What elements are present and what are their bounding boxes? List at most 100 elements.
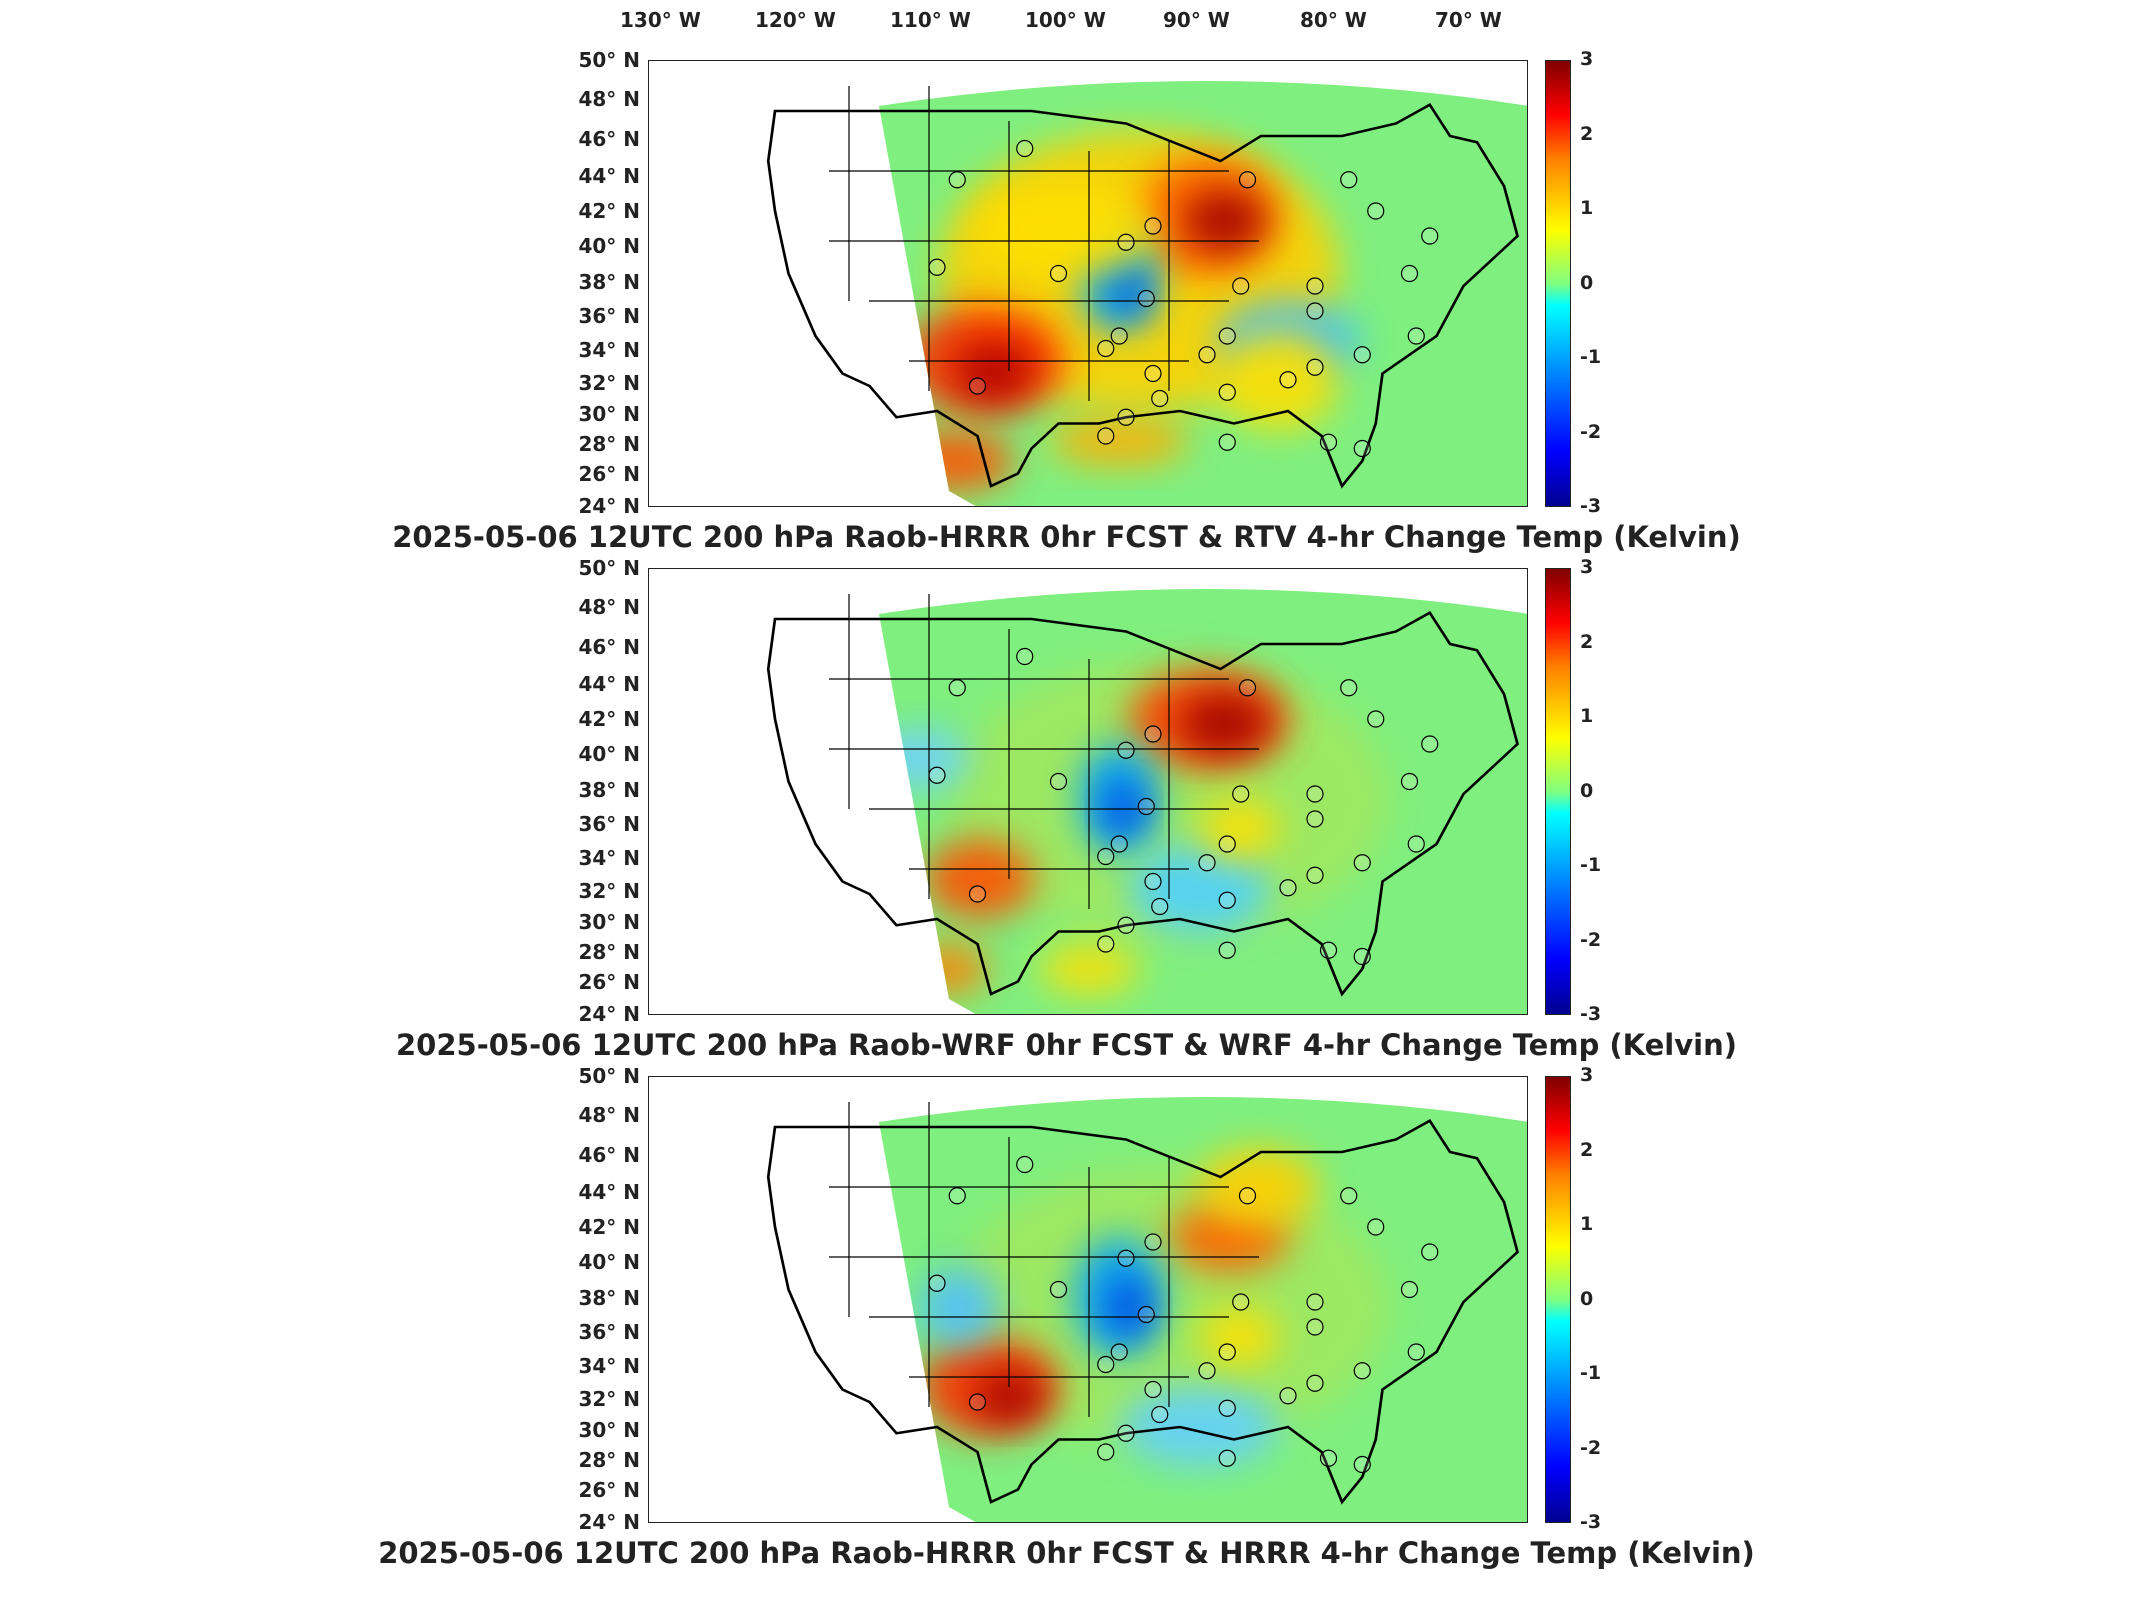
lat-label: 40° N [578, 742, 640, 766]
raob-station-marker [1151, 1405, 1169, 1424]
field-blob [879, 729, 969, 789]
colorbar-tick: 1 [1580, 197, 1594, 219]
raob-station-marker [1110, 327, 1128, 345]
raob-station-marker [1238, 171, 1257, 189]
colorbar-tick: -2 [1580, 1436, 1602, 1459]
raob-station-marker [1238, 679, 1257, 697]
raob-station-marker [1144, 1233, 1162, 1251]
raob-station-marker [1353, 439, 1371, 458]
raob-station-marker [1151, 897, 1169, 916]
raob-station-marker [1232, 785, 1250, 803]
field-blob [1199, 1307, 1279, 1367]
lat-label: 40° N [578, 234, 640, 258]
raob-station-marker [1198, 1362, 1216, 1380]
lat-label: 38° N [578, 1286, 640, 1310]
raob-station-marker [948, 171, 966, 189]
raob-station-marker [1306, 1318, 1324, 1336]
raob-station-marker [1117, 1249, 1135, 1267]
raob-station-marker [1049, 772, 1068, 791]
raob-station-marker [1137, 289, 1155, 308]
raob-station-marker [1353, 1362, 1371, 1380]
lat-label: 34° N [578, 338, 640, 362]
raob-station-marker [1367, 710, 1385, 728]
lat-label: 36° N [578, 304, 640, 328]
raob-station-marker [1218, 891, 1236, 909]
colorbar-tick: 0 [1580, 271, 1594, 294]
raob-station-marker [1144, 725, 1162, 743]
field-blob [1049, 416, 1189, 466]
colorbar-tick: -3 [1580, 495, 1602, 517]
colorbar-tick: -1 [1580, 854, 1602, 876]
raob-station-marker [1097, 427, 1115, 445]
us-outline [766, 1119, 1519, 1505]
field-blob [894, 431, 1014, 491]
lat-label: 24° N [578, 1002, 640, 1026]
raob-station-marker [1218, 835, 1236, 853]
lat-label: 48° N [578, 1103, 640, 1127]
raob-station-marker [1306, 1293, 1324, 1311]
raob-station-marker [928, 766, 946, 784]
colorbar-tick: 2 [1580, 1138, 1594, 1161]
lat-label: 38° N [578, 778, 640, 802]
raob-station-marker [1218, 327, 1236, 345]
lat-label: 44° N [578, 672, 640, 696]
raob-station-marker [968, 1393, 987, 1411]
map-panel-1: 50° N 48° N 46° N 44° N 42° N 40° N 38° N 36° N… [0, 48, 2133, 560]
colorbar-tick: -3 [1580, 1003, 1602, 1025]
raob-station-marker [1144, 1380, 1162, 1399]
raob-station-marker [1306, 302, 1324, 320]
raob-station-marker [1110, 835, 1128, 853]
raob-station-marker [1340, 679, 1358, 697]
raob-station-marker [1340, 171, 1358, 189]
raob-station-marker [1353, 1455, 1371, 1474]
field-blob [909, 944, 989, 994]
raob-station-marker [1407, 1343, 1425, 1361]
raob-station-marker [1353, 854, 1371, 872]
lat-label: 30° N [578, 1418, 640, 1442]
raob-station-marker [1198, 854, 1216, 872]
lat-label: 40° N [578, 1250, 640, 1274]
temperature-map [648, 60, 1528, 507]
lat-label: 28° N [578, 432, 640, 456]
lat-label: 50° N [578, 1064, 640, 1088]
raob-station-marker [928, 1274, 946, 1292]
field-blob [1184, 191, 1264, 251]
panel-title: 2025-05-06 12UTC 200 hPa Raob-HRRR 0hr F… [378, 1536, 1755, 1570]
lon-label: 110° W [890, 8, 971, 32]
map-panel-2: 50° N 48° N 46° N 44° N 42° N 40° N 38° N 36° N… [0, 556, 2133, 1068]
colorbar-tick: -2 [1580, 420, 1602, 443]
raob-station-marker [948, 679, 966, 697]
raob-station-marker [1117, 233, 1135, 251]
field-blob [1199, 1147, 1319, 1227]
raob-station-marker [1218, 1449, 1236, 1467]
raob-station-marker [1279, 371, 1297, 389]
raob-station-marker [1400, 264, 1419, 283]
lon-label: 90° W [1163, 8, 1230, 32]
colorbar-tick: 3 [1580, 48, 1594, 70]
raob-station-marker [1218, 1343, 1236, 1361]
raob-station-marker [1097, 339, 1115, 358]
field-blob [954, 341, 1034, 401]
lat-label: 24° N [578, 1510, 640, 1534]
raob-station-marker [1117, 741, 1135, 759]
lon-label: 70° W [1435, 8, 1502, 32]
raob-station-marker [1319, 941, 1338, 959]
colorbar-tick: 2 [1580, 630, 1594, 653]
temperature-field [894, 131, 1359, 491]
raob-station-marker [1232, 277, 1250, 295]
colorbar-tick: 0 [1580, 779, 1594, 802]
raob-station-marker [1097, 847, 1115, 866]
colorbar-tick: 0 [1580, 1287, 1594, 1310]
raob-station-marker [1218, 383, 1236, 401]
us-outline [766, 611, 1519, 997]
raob-station-marker [1340, 1187, 1358, 1205]
lat-label: 26° N [578, 462, 640, 486]
colorbar-tick: -3 [1580, 1511, 1602, 1533]
lat-label: 46° N [578, 635, 640, 659]
lat-label: 42° N [578, 1215, 640, 1239]
lat-label: 30° N [578, 910, 640, 934]
lon-label: 120° W [755, 8, 836, 32]
panel-title: 2025-05-06 12UTC 200 hPa Raob-WRF 0hr FC… [395, 1028, 1737, 1062]
colorbar-tick: 2 [1580, 122, 1594, 145]
raob-station-marker [1049, 264, 1068, 283]
